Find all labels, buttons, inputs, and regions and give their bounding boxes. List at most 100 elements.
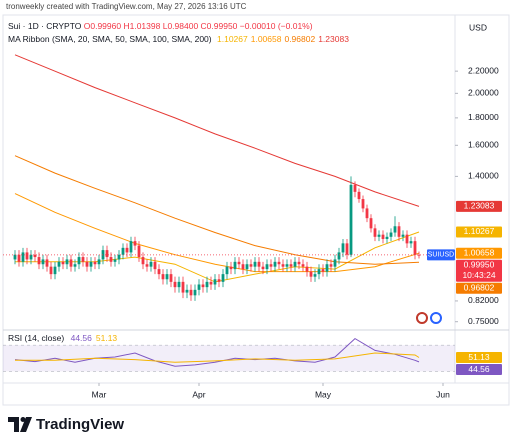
candle-body [129, 241, 133, 253]
candle-body [305, 266, 309, 272]
candle-body [285, 264, 289, 267]
candle-body [61, 261, 65, 265]
frame [2, 14, 510, 406]
price-tag [456, 226, 502, 238]
candle-body [317, 269, 321, 275]
candle-body [361, 199, 365, 209]
candle-body [309, 271, 313, 277]
candle-body [321, 269, 325, 272]
candle-body [17, 254, 21, 262]
ma-title: MA Ribbon (SMA, 20, SMA, 50, SMA, 100, S… [8, 34, 212, 44]
candle-body [125, 247, 129, 253]
ma-line [14, 54, 420, 207]
candle-body [385, 236, 389, 239]
y-tick-label: 2.20000 [468, 65, 499, 75]
candle-body [97, 259, 101, 265]
rsi-line [15, 352, 420, 363]
candle-body [337, 252, 341, 260]
candle-body [277, 261, 281, 265]
candle-body [109, 257, 113, 262]
ohlc-high: H1.01398 [123, 21, 160, 31]
candle-body [369, 218, 373, 229]
ma-value: 0.96802 [284, 34, 315, 44]
y-tick-label: 1.80000 [468, 112, 499, 122]
candle-body [45, 259, 49, 267]
change: −0.00010 (−0.01%) [240, 21, 313, 31]
symbol-tag [427, 249, 455, 261]
ma-line [14, 155, 420, 265]
candle-body [241, 264, 245, 270]
y-tick-label: 2.00000 [468, 88, 499, 98]
y-tick-label: 0.82000 [468, 295, 499, 305]
ohlc-low: L0.98400 [163, 21, 199, 31]
rsi-tag-label: 51.13 [468, 352, 490, 362]
candle-body [261, 266, 265, 270]
x-tick-label: Jun [436, 389, 450, 399]
candle-body [213, 279, 217, 285]
candle-body [293, 261, 297, 267]
rsi-title: RSI (14, close) [8, 333, 64, 343]
candle-body [205, 281, 209, 288]
candle-body [197, 284, 201, 290]
candle-body [405, 234, 409, 244]
candle-body [89, 261, 93, 267]
candle-body [393, 226, 397, 233]
symbol-tag-label: SUIUSD [428, 252, 454, 259]
candle-body [33, 254, 37, 258]
rsi-value: 51.13 [96, 333, 118, 343]
candle-body [413, 241, 417, 255]
rsi-tag [456, 364, 502, 376]
price-tag [456, 247, 502, 259]
candle-body [105, 250, 109, 258]
rsi-value: 44.56 [71, 333, 93, 343]
price-tag [456, 259, 502, 282]
rsi-legend: RSI (14, close) 44.56 51.13 [8, 333, 117, 343]
event-icon[interactable] [416, 312, 428, 324]
candle-body [73, 264, 77, 267]
candle-body [25, 252, 29, 260]
logo-mark [20, 417, 26, 422]
candle-body [201, 284, 205, 288]
candle-body [301, 264, 305, 267]
candle-body [257, 261, 261, 267]
candle-body [253, 261, 257, 267]
candle-body [381, 234, 385, 239]
currency: USD [469, 22, 487, 32]
candle-body [145, 264, 149, 267]
candle-body [185, 289, 189, 293]
x-tick-label: Apr [192, 389, 205, 399]
candle-body [177, 281, 181, 288]
candle-body [21, 252, 25, 262]
candle-body [357, 191, 361, 200]
candle-body [417, 254, 421, 256]
candle-body [221, 274, 225, 282]
candle-body [149, 261, 153, 267]
candle-body [29, 254, 33, 260]
candle-body [181, 281, 185, 293]
candle-body [389, 232, 393, 237]
candle-body [209, 281, 213, 285]
rsi-tag [456, 352, 502, 364]
candle-body [161, 274, 165, 280]
candle-body [57, 261, 61, 267]
y-tick-label: 1.40000 [468, 171, 499, 181]
y-tick-label: 0.75000 [468, 316, 499, 326]
logo-mark [20, 417, 32, 432]
candle-body [273, 261, 277, 267]
event-icon[interactable] [430, 312, 442, 324]
candle-body [229, 266, 233, 270]
price-tag-label: 1.10267 [464, 226, 495, 236]
brand: TradingView [36, 416, 124, 433]
ohlc-open: O0.99960 [84, 21, 122, 31]
candle-body [333, 259, 337, 267]
candle-body [173, 281, 177, 288]
candle-body [249, 264, 253, 267]
ma-value: 1.23083 [318, 34, 349, 44]
candle-body [397, 226, 401, 237]
candle-body [409, 241, 413, 244]
candle-body [245, 264, 249, 270]
candle-body [233, 261, 237, 270]
candle-body [157, 269, 161, 275]
